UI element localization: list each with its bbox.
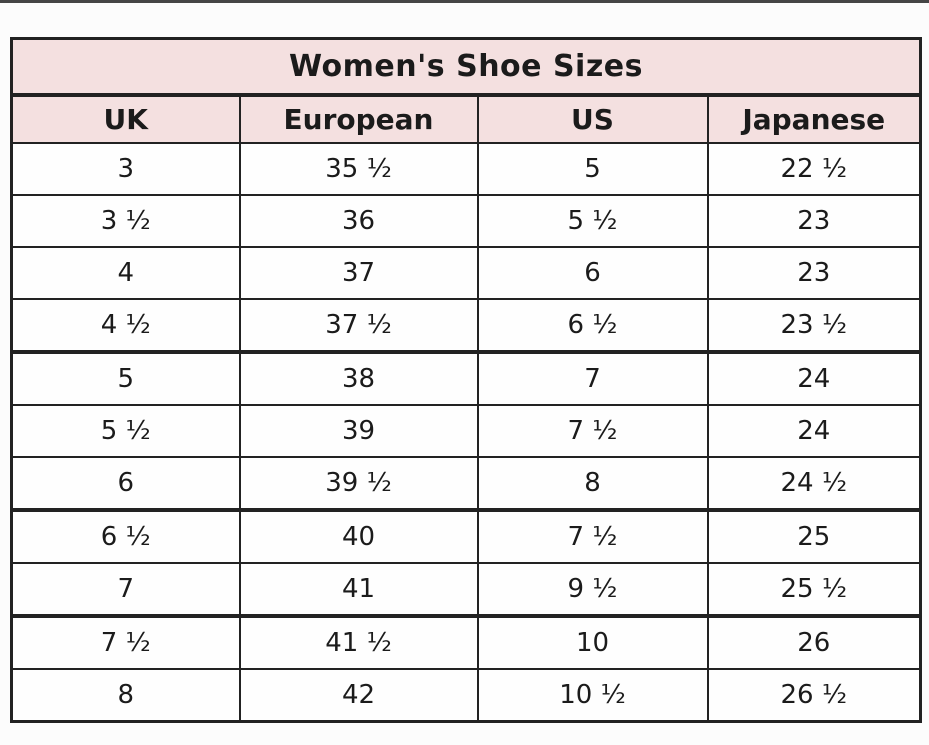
- table-row: 4 37 6 23: [10, 246, 922, 300]
- size-cell: 23 ½: [706, 298, 922, 354]
- size-cell: 10: [476, 615, 709, 670]
- size-cell: 6 ½: [476, 298, 709, 354]
- size-cell: 37 ½: [238, 298, 479, 354]
- size-cell: 6 ½: [10, 509, 241, 564]
- size-cell: 41: [238, 562, 479, 618]
- size-cell: 25: [706, 509, 922, 564]
- column-header-uk: UK: [10, 94, 241, 144]
- table-title: Women's Shoe Sizes: [10, 37, 922, 97]
- table-row: 7 41 9 ½ 25 ½: [10, 562, 922, 618]
- column-header-row: UK European US Japanese: [10, 94, 922, 144]
- size-cell: 23: [706, 194, 922, 248]
- top-crop-line: [0, 0, 929, 3]
- size-cell: 4 ½: [10, 298, 241, 354]
- size-cell: 35 ½: [238, 142, 479, 196]
- size-cell: 25 ½: [706, 562, 922, 618]
- size-cell: 37: [238, 246, 479, 300]
- size-cell: 5 ½: [476, 194, 709, 248]
- size-cell: 5 ½: [10, 404, 241, 458]
- size-cell: 6: [476, 246, 709, 300]
- table-row: 5 38 7 24: [10, 351, 922, 406]
- size-cell: 22 ½: [706, 142, 922, 196]
- table-row: 8 42 10 ½ 26 ½: [10, 668, 922, 723]
- size-cell: 41 ½: [238, 615, 479, 670]
- table-row: 5 ½ 39 7 ½ 24: [10, 404, 922, 458]
- table-row: 6 39 ½ 8 24 ½: [10, 456, 922, 512]
- size-cell: 7: [10, 562, 241, 618]
- table-row: 6 ½ 40 7 ½ 25: [10, 509, 922, 564]
- size-cell: 7 ½: [10, 615, 241, 670]
- size-cell: 42: [238, 668, 479, 723]
- size-cell: 39: [238, 404, 479, 458]
- size-cell: 39 ½: [238, 456, 479, 512]
- table-row: 3 35 ½ 5 22 ½: [10, 142, 922, 196]
- size-cell: 7 ½: [476, 404, 709, 458]
- size-cell: 7: [476, 351, 709, 406]
- size-cell: 9 ½: [476, 562, 709, 618]
- table-title-row: Women's Shoe Sizes: [10, 37, 922, 97]
- size-cell: 3: [10, 142, 241, 196]
- size-cell: 5: [10, 351, 241, 406]
- size-cell: 24: [706, 404, 922, 458]
- size-cell: 5: [476, 142, 709, 196]
- size-cell: 8: [10, 668, 241, 723]
- size-cell: 26: [706, 615, 922, 670]
- size-cell: 10 ½: [476, 668, 709, 723]
- column-header-japanese: Japanese: [706, 94, 922, 144]
- column-header-european: European: [238, 94, 479, 144]
- size-cell: 24: [706, 351, 922, 406]
- size-cell: 23: [706, 246, 922, 300]
- column-header-us: US: [476, 94, 709, 144]
- table-row: 7 ½ 41 ½ 10 26: [10, 615, 922, 670]
- size-cell: 26 ½: [706, 668, 922, 723]
- table-row: 3 ½ 36 5 ½ 23: [10, 194, 922, 248]
- size-cell: 40: [238, 509, 479, 564]
- size-cell: 6: [10, 456, 241, 512]
- size-cell: 8: [476, 456, 709, 512]
- size-cell: 24 ½: [706, 456, 922, 512]
- size-cell: 3 ½: [10, 194, 241, 248]
- size-cell: 4: [10, 246, 241, 300]
- size-cell: 7 ½: [476, 509, 709, 564]
- size-cell: 38: [238, 351, 479, 406]
- shoe-size-table: Women's Shoe Sizes UK European US Japane…: [10, 37, 922, 723]
- size-cell: 36: [238, 194, 479, 248]
